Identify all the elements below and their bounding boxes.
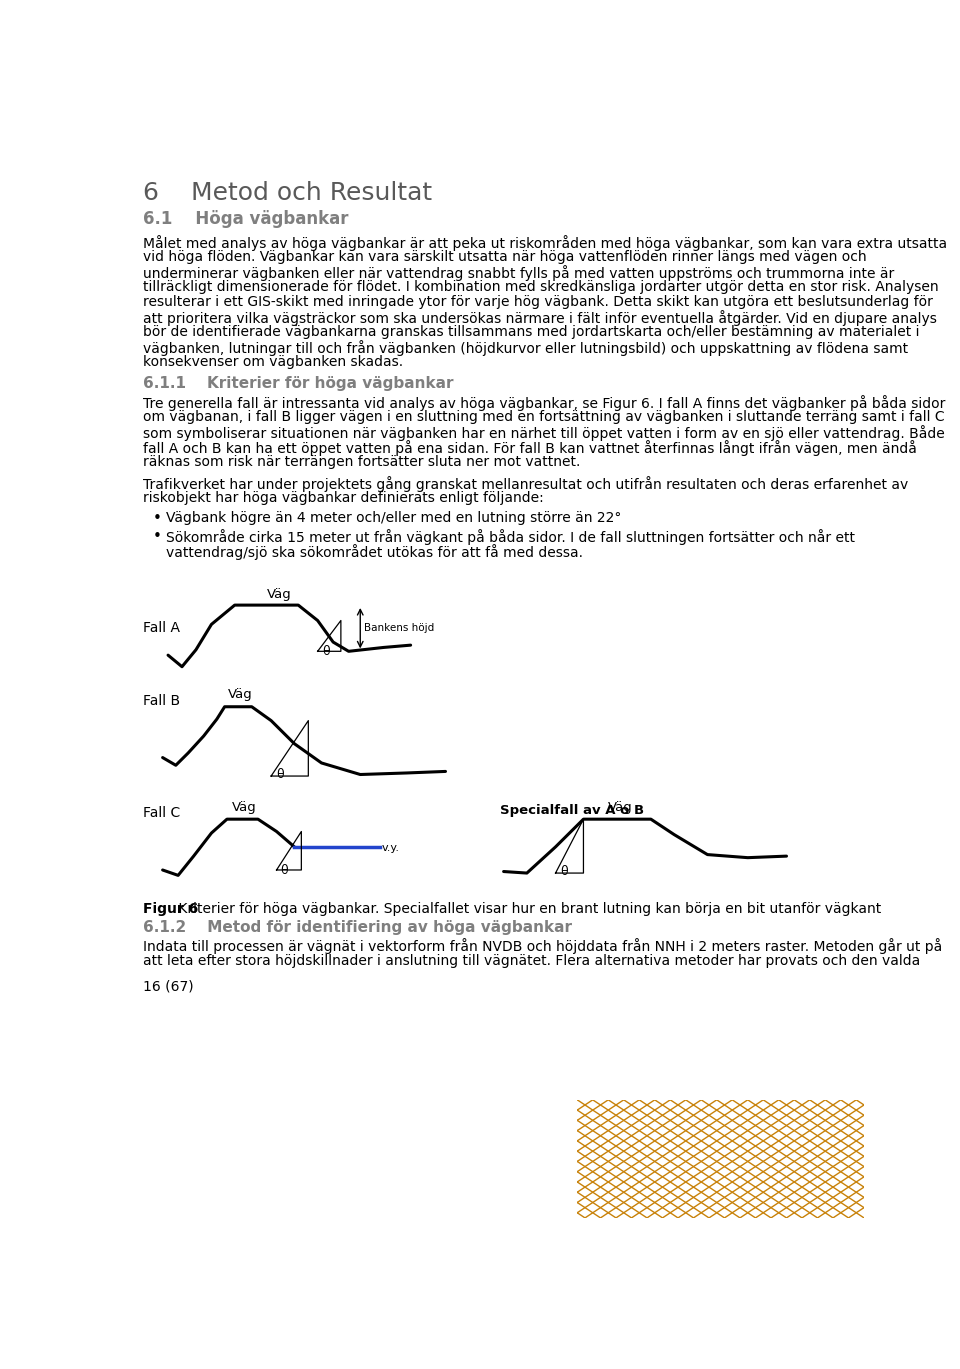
Text: 6.1.2    Metod för identifiering av höga vägbankar: 6.1.2 Metod för identifiering av höga vä…: [143, 920, 572, 935]
Text: Väg: Väg: [608, 801, 633, 813]
Text: Specialfall av A o B: Specialfall av A o B: [500, 804, 644, 817]
Text: •: •: [153, 528, 161, 543]
Text: att prioritera vilka vägsträckor som ska undersökas närmare i fält inför eventue: att prioritera vilka vägsträckor som ska…: [143, 311, 937, 326]
Text: Fall A: Fall A: [143, 620, 180, 634]
Text: som symboliserar situationen när vägbanken har en närhet till öppet vatten i for: som symboliserar situationen när vägbank…: [143, 424, 945, 441]
Text: Fall C: Fall C: [143, 806, 180, 820]
Text: θ: θ: [323, 645, 330, 658]
Text: Väg: Väg: [231, 801, 256, 813]
Text: räknas som risk när terrängen fortsätter sluta ner mot vattnet.: räknas som risk när terrängen fortsätter…: [143, 455, 581, 470]
Text: θ: θ: [561, 865, 567, 879]
Text: Trafikverket har under projektets gång granskat mellanresultat och utifrån resul: Trafikverket har under projektets gång g…: [143, 476, 908, 491]
Text: 6.1    Höga vägbankar: 6.1 Höga vägbankar: [143, 211, 348, 229]
Text: vattendrag/sjö ska sökområdet utökas för att få med dessa.: vattendrag/sjö ska sökområdet utökas för…: [166, 543, 584, 560]
Text: v.y.: v.y.: [382, 843, 400, 853]
Text: •: •: [153, 511, 161, 526]
Text: Vägbank högre än 4 meter och/eller med en lutning större än 22°: Vägbank högre än 4 meter och/eller med e…: [166, 511, 622, 524]
Text: θ: θ: [276, 768, 284, 782]
Text: Målet med analys av höga vägbankar är att peka ut riskområden med höga vägbankar: Målet med analys av höga vägbankar är at…: [143, 235, 948, 251]
Text: riskobjekt har höga vägbankar definierats enligt följande:: riskobjekt har höga vägbankar definierat…: [143, 491, 544, 505]
Text: om vägbanan, i fall B ligger vägen i en sluttning med en fortsättning av vägbank: om vägbanan, i fall B ligger vägen i en …: [143, 409, 945, 424]
Text: vid höga flöden. Vägbankar kan vara särskilt utsatta när höga vattenflöden rinne: vid höga flöden. Vägbankar kan vara särs…: [143, 251, 867, 264]
Text: bör de identifierade vägbankarna granskas tillsammans med jordartskarta och/elle: bör de identifierade vägbankarna granska…: [143, 326, 920, 340]
Text: vägbanken, lutningar till och från vägbanken (höjdkurvor eller lutningsbild) och: vägbanken, lutningar till och från vägba…: [143, 341, 908, 356]
Text: tillräckligt dimensionerade för flödet. I kombination med skredkänsliga jordarte: tillräckligt dimensionerade för flödet. …: [143, 281, 939, 294]
Text: Indata till processen är vägnät i vektorform från NVDB och höjddata från NNH i 2: Indata till processen är vägnät i vektor…: [143, 939, 943, 954]
Text: Figur 6: Figur 6: [143, 902, 199, 916]
Text: 6    Metod och Resultat: 6 Metod och Resultat: [143, 181, 432, 205]
Text: fall A och B kan ha ett öppet vatten på ena sidan. För fall B kan vattnet återfi: fall A och B kan ha ett öppet vatten på …: [143, 439, 917, 456]
Text: att leta efter stora höjdskillnader i anslutning till vägnätet. Flera alternativ: att leta efter stora höjdskillnader i an…: [143, 954, 921, 968]
Text: resulterar i ett GIS-skikt med inringade ytor för varje hög vägbank. Detta skikt: resulterar i ett GIS-skikt med inringade…: [143, 296, 933, 309]
Text: Kriterier för höga vägbankar. Specialfallet visar hur en brant lutning kan börja: Kriterier för höga vägbankar. Specialfal…: [175, 902, 881, 916]
Text: konsekvenser om vägbanken skadas.: konsekvenser om vägbanken skadas.: [143, 355, 403, 370]
Text: θ: θ: [280, 864, 288, 876]
Text: underminerar vägbanken eller när vattendrag snabbt fylls på med vatten uppströms: underminerar vägbanken eller när vattend…: [143, 266, 895, 281]
Text: Väg: Väg: [228, 689, 252, 701]
Text: Sökområde cirka 15 meter ut från vägkant på båda sidor. I de fall sluttningen fo: Sökområde cirka 15 meter ut från vägkant…: [166, 528, 855, 545]
Text: Fall B: Fall B: [143, 694, 180, 708]
Text: Bankens höjd: Bankens höjd: [364, 623, 434, 634]
Text: 6.1.1    Kriterier för höga vägbankar: 6.1.1 Kriterier för höga vägbankar: [143, 376, 454, 392]
Text: Väg: Väg: [267, 589, 291, 601]
Text: 16 (67): 16 (67): [143, 979, 194, 994]
Text: Tre generella fall är intressanta vid analys av höga vägbankar, se Figur 6. I fa: Tre generella fall är intressanta vid an…: [143, 394, 946, 411]
